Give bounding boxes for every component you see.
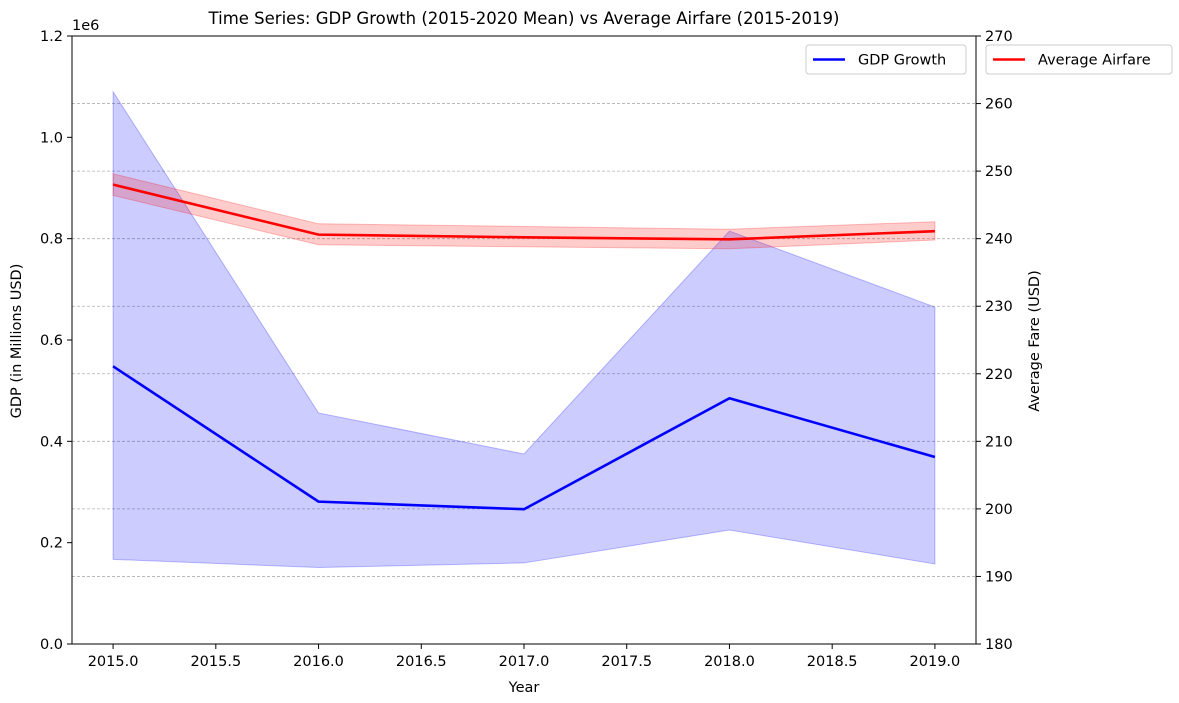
x-tick-label: 2016.0 [293, 654, 344, 670]
x-tick-label: 2018.0 [704, 654, 755, 670]
legend-gdp-growth: GDP Growth [805, 44, 967, 75]
right-y-tick-label: 270 [985, 29, 1013, 45]
right-axis-label: Average Fare (USD) [1027, 270, 1043, 412]
left-y-tick-label: 1.2 [40, 29, 63, 45]
left-y-tick-label: 0.2 [40, 536, 63, 552]
x-tick-label: 2015.5 [190, 654, 241, 670]
left-y-tick-label: 0.4 [40, 434, 63, 450]
legend-average-airfare: Average Airfare [985, 44, 1173, 75]
line-gdp-growth [112, 365, 936, 511]
x-tick-label: 2015.0 [88, 654, 139, 670]
right-y-tick-label: 180 [985, 637, 1013, 653]
x-axis-label: Year [508, 680, 540, 696]
left-y-tick-label: 0.6 [40, 333, 63, 349]
right-y-tick-label: 260 [985, 97, 1013, 113]
series-lines [112, 183, 936, 511]
left-y-tick-label: 0.8 [40, 232, 63, 248]
left-y-tick-label: 0.0 [40, 637, 63, 653]
left-axis-offset-label: 1e6 [72, 18, 99, 34]
chart-title: Time Series: GDP Growth (2015-2020 Mean)… [208, 9, 840, 28]
right-y-tick-label: 240 [985, 232, 1013, 248]
right-y-tick-label: 200 [985, 502, 1013, 518]
left-axis-label: GDP (in Millions USD) [9, 264, 25, 419]
legend-box [985, 44, 1173, 75]
line-average-airfare [112, 183, 935, 241]
legend-label: Average Airfare [1038, 53, 1151, 69]
left-y-tick-label: 1.0 [40, 130, 63, 146]
legends: GDP Growth Average Airfare [805, 44, 1173, 75]
right-y-tick-label: 190 [985, 569, 1013, 585]
x-tick-label: 2017.0 [499, 654, 550, 670]
legend-label: GDP Growth [858, 53, 946, 69]
axes [67, 35, 981, 649]
x-tick-label: 2016.5 [396, 654, 447, 670]
tick-labels: 2015.0 2015.5 2016.0 2016.5 2017.0 2017.5 2018… [40, 29, 1013, 670]
right-y-tick-label: 220 [985, 367, 1013, 383]
confidence-bands [112, 90, 936, 568]
x-tick-label: 2019.0 [910, 654, 961, 670]
right-y-tick-label: 230 [985, 299, 1013, 315]
x-tick-label: 2018.5 [807, 654, 858, 670]
band-average-airfare [112, 173, 936, 250]
x-tick-label: 2017.5 [601, 654, 652, 670]
legend-box [805, 44, 967, 75]
right-y-tick-label: 210 [985, 434, 1013, 450]
band-gdp-growth [112, 90, 936, 568]
right-y-tick-label: 250 [985, 164, 1013, 180]
